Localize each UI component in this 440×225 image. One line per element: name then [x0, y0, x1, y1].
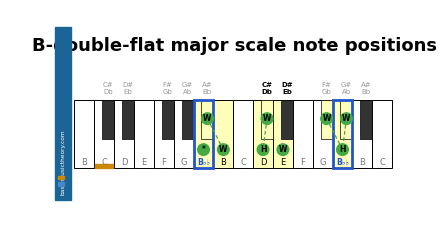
Text: F: F — [161, 158, 166, 167]
Text: G: G — [319, 158, 326, 167]
Circle shape — [217, 144, 229, 155]
Bar — [58, 182, 63, 186]
Bar — [321, 100, 333, 140]
Text: W: W — [279, 145, 287, 154]
Bar — [352, 100, 372, 168]
Circle shape — [321, 113, 332, 124]
Bar — [281, 100, 293, 140]
Text: C: C — [101, 158, 107, 167]
Bar — [341, 100, 352, 140]
Circle shape — [202, 113, 213, 124]
Text: F: F — [301, 158, 305, 167]
Bar — [273, 100, 293, 168]
Bar — [293, 100, 313, 168]
Text: W: W — [203, 114, 212, 123]
Bar — [174, 100, 194, 168]
Text: F#: F# — [163, 82, 172, 88]
Text: A#: A# — [361, 82, 372, 88]
Bar — [333, 100, 352, 168]
Circle shape — [198, 144, 209, 155]
Bar — [194, 100, 213, 168]
Bar — [261, 100, 273, 140]
Text: W: W — [323, 114, 331, 123]
Text: H: H — [260, 145, 266, 154]
Text: B♭♭: B♭♭ — [336, 158, 349, 167]
Text: B: B — [359, 158, 365, 167]
Text: D#: D# — [122, 82, 134, 88]
Circle shape — [277, 144, 289, 155]
Text: *: * — [202, 145, 205, 154]
Bar — [95, 164, 114, 168]
Text: B-double-flat major scale note positions: B-double-flat major scale note positions — [32, 37, 437, 55]
Text: Ab: Ab — [183, 90, 192, 95]
Bar — [94, 100, 114, 168]
Text: Gb: Gb — [163, 90, 172, 95]
Text: F#: F# — [322, 82, 331, 88]
Text: G#: G# — [182, 82, 193, 88]
Text: Eb: Eb — [282, 90, 292, 95]
Bar — [213, 100, 233, 168]
Circle shape — [261, 113, 273, 124]
Text: A#: A# — [202, 82, 213, 88]
Bar — [313, 100, 333, 168]
Bar — [134, 100, 154, 168]
Text: B: B — [220, 158, 226, 167]
Text: B: B — [81, 158, 87, 167]
Bar — [102, 100, 114, 140]
Text: Bb: Bb — [203, 90, 212, 95]
Text: W: W — [219, 145, 227, 154]
Circle shape — [337, 144, 348, 155]
Text: E: E — [280, 158, 286, 167]
Text: W: W — [263, 114, 271, 123]
Bar — [360, 100, 372, 140]
Text: C#: C# — [261, 82, 272, 88]
Text: H: H — [339, 145, 346, 154]
Bar — [333, 100, 352, 168]
Text: W: W — [342, 114, 351, 123]
Text: D#: D# — [281, 82, 293, 88]
Text: Bb: Bb — [362, 90, 371, 95]
Bar — [58, 176, 63, 180]
Circle shape — [257, 144, 269, 155]
Text: basicmusictheory.com: basicmusictheory.com — [60, 129, 65, 195]
Text: Db: Db — [261, 90, 272, 95]
Bar — [55, 27, 70, 200]
Text: C: C — [379, 158, 385, 167]
Bar — [233, 100, 253, 168]
Bar — [202, 100, 213, 140]
Bar — [253, 100, 273, 168]
Circle shape — [341, 113, 352, 124]
Bar — [122, 100, 134, 140]
Bar — [182, 100, 194, 140]
Text: Gb: Gb — [322, 90, 331, 95]
Bar — [154, 100, 174, 168]
Text: B♭♭: B♭♭ — [197, 158, 210, 167]
Text: G#: G# — [341, 82, 352, 88]
Text: E: E — [141, 158, 147, 167]
Text: D: D — [121, 158, 127, 167]
Bar — [162, 100, 174, 140]
Bar — [74, 100, 94, 168]
Text: D: D — [260, 158, 266, 167]
Text: Ab: Ab — [342, 90, 351, 95]
Text: C#: C# — [103, 82, 114, 88]
Bar — [372, 100, 392, 168]
Text: Db: Db — [103, 90, 113, 95]
Text: Eb: Eb — [124, 90, 132, 95]
Bar — [114, 100, 134, 168]
Text: G: G — [180, 158, 187, 167]
Text: C: C — [240, 158, 246, 167]
Bar — [194, 100, 213, 168]
